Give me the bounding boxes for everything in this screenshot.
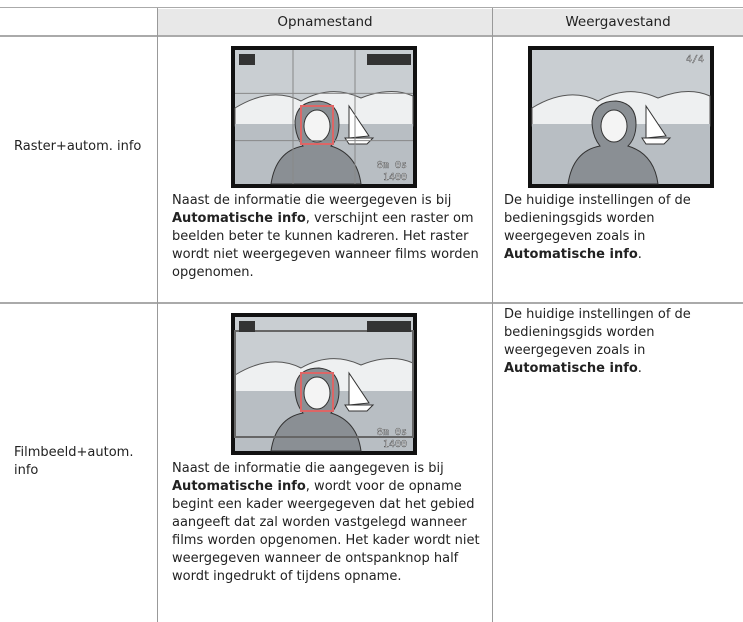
bold-text: Automatische info [172,211,306,226]
column-rule [157,8,158,622]
description: De huidige instellingen of de bedienings… [504,306,736,378]
screen-text: 1400 [383,439,407,450]
camera-screen: 8m 0s 1400 [231,313,417,459]
description: Naast de informatie die weergegeven is b… [172,192,487,282]
text: De huidige instellingen of de bedienings… [504,307,691,358]
bold-text: Automatische info [504,361,638,376]
text: De huidige instellingen of de bedienings… [504,193,691,244]
rule [0,7,743,8]
screen-text: 8m 0s [377,427,407,438]
bold-text: Automatische info [504,247,638,262]
rule [0,35,743,37]
rule [0,302,743,304]
text: Naast de informatie die aangegeven is bi… [172,461,444,476]
text: , wordt voor de opname begint een kader … [172,479,480,584]
screen-text: 1400 [383,172,407,183]
text: , verschijnt een raster om beelden beter… [172,211,479,280]
screen-text: 4/4 [686,54,704,65]
row-label: Filmbeeld+autom. info [14,445,134,478]
header-cell: Weergavestand [493,9,743,35]
header-cell: Opnamestand [158,9,492,35]
bold-text: Automatische info [172,479,306,494]
text: Naast de informatie die weergegeven is b… [172,193,452,208]
description: Naast de informatie die aangegeven is bi… [172,460,487,586]
text: . [637,361,642,376]
text: . [637,247,642,262]
camera-screen: 4/4 [528,46,714,192]
camera-screen: 8m 0s 1400 [231,46,417,192]
screen-image: 4/4 [528,46,714,188]
column-rule [492,8,493,622]
description: De huidige instellingen of de bedienings… [504,192,736,264]
row-label: Raster+autom. info [14,139,142,154]
screen-text: 8m 0s [377,160,407,171]
